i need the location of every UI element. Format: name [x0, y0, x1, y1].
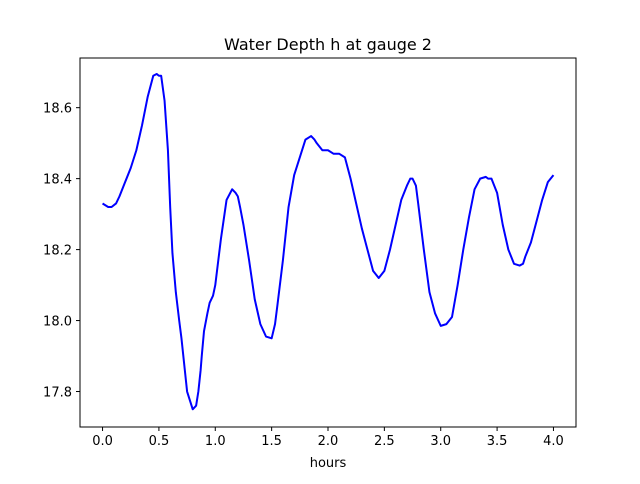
x-axis-ticks: 0.0 0.5 1.0 1.5 2.0 2.5 3.0 3.5 4.0 [92, 427, 564, 449]
x-tick-label: 3.5 [487, 434, 508, 449]
y-tick-label: 18.6 [43, 102, 72, 117]
chart-title: Water Depth h at gauge 2 [224, 35, 432, 54]
x-tick-label: 2.5 [374, 434, 395, 449]
x-tick-label: 2.0 [318, 434, 339, 449]
y-tick-label: 18.2 [43, 244, 72, 259]
x-tick-label: 0.5 [149, 434, 170, 449]
y-tick-label: 17.8 [43, 386, 72, 401]
series-layer [102, 72, 555, 411]
y-tick-label: 18.4 [43, 173, 72, 188]
x-tick-label: 0.0 [92, 434, 113, 449]
y-axis-ticks: 17.8 18.0 18.2 18.4 18.6 [43, 102, 80, 401]
x-tick-label: 1.0 [205, 434, 226, 449]
series-line-0 [102, 72, 555, 411]
x-tick-label: 4.0 [543, 434, 564, 449]
x-tick-label: 3.0 [430, 434, 451, 449]
y-tick-label: 18.0 [43, 315, 72, 330]
x-tick-label: 1.5 [261, 434, 282, 449]
x-axis-label: hours [310, 456, 347, 471]
